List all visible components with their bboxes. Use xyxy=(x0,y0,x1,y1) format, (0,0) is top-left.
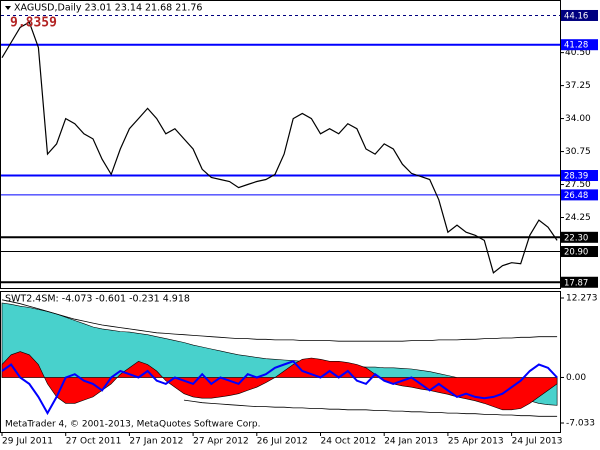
indicator-frame xyxy=(0,291,561,433)
annotation: 9.8359 xyxy=(10,16,57,31)
x-tick-label: 25 Apr 2013 xyxy=(448,437,504,447)
y-tick-label: 37.25 xyxy=(565,81,591,91)
y-tick-label: -7.033 xyxy=(566,419,595,429)
indicator-line xyxy=(1,299,558,342)
x-tick-label: 24 Oct 2012 xyxy=(321,437,377,447)
level-label-box xyxy=(561,231,598,243)
y-tick-label: 12.273 xyxy=(566,294,598,304)
price-line xyxy=(1,21,558,274)
level-label-box xyxy=(561,9,598,21)
x-tick-label: 24 Jul 2013 xyxy=(512,437,563,447)
x-tick-label: 27 Apr 2012 xyxy=(193,437,249,447)
main-frame xyxy=(0,0,561,289)
level-label: 26.48 xyxy=(564,191,588,201)
menu-arrow xyxy=(5,6,11,10)
y-tick-label: 40.50 xyxy=(565,48,591,58)
y-tick-label: 34.00 xyxy=(565,114,591,124)
level-label-box xyxy=(561,39,598,51)
x-tick-label: 26 Jul 2012 xyxy=(257,437,308,447)
indicator-line xyxy=(1,360,558,416)
x-tick-label: 27 Jan 2012 xyxy=(129,437,183,447)
indicator-header: SWT2.4SM: -4.073 -0.601 -0.231 4.918 xyxy=(5,294,190,305)
indicator-area xyxy=(1,351,558,411)
y-tick-label: 27.50 xyxy=(565,180,591,190)
y-tick-label: 0.00 xyxy=(566,373,586,383)
level-label: 44.16 xyxy=(564,11,588,21)
y-tick-label: 30.75 xyxy=(565,147,591,157)
y-tick-label: 24.25 xyxy=(565,213,591,223)
level-label: 20.90 xyxy=(564,248,588,258)
level-label-box xyxy=(561,246,598,258)
plot-layer: 40.50 37.25 34.00 30.75 27.50 24.25 xyxy=(1,14,591,424)
level-label: 28.39 xyxy=(564,172,588,182)
level-label: 22.30 xyxy=(564,233,588,243)
symbol-header: XAGUSD,Daily 23.01 23.14 21.68 21.76 xyxy=(14,3,202,14)
level-label-box xyxy=(561,170,598,182)
level-label-box xyxy=(561,189,598,201)
copyright: MetaTrader 4, © 2001-2013, MetaQuotes So… xyxy=(5,420,261,430)
indicator-line xyxy=(183,399,558,417)
level-label: 17.87 xyxy=(564,278,588,288)
x-tick-label: 29 Jul 2011 xyxy=(2,437,53,447)
x-tick-label: 24 Jan 2013 xyxy=(384,437,438,447)
x-tick-label: 27 Oct 2011 xyxy=(66,437,122,447)
level-label-box xyxy=(561,276,598,288)
level-label: 41.28 xyxy=(564,41,588,51)
